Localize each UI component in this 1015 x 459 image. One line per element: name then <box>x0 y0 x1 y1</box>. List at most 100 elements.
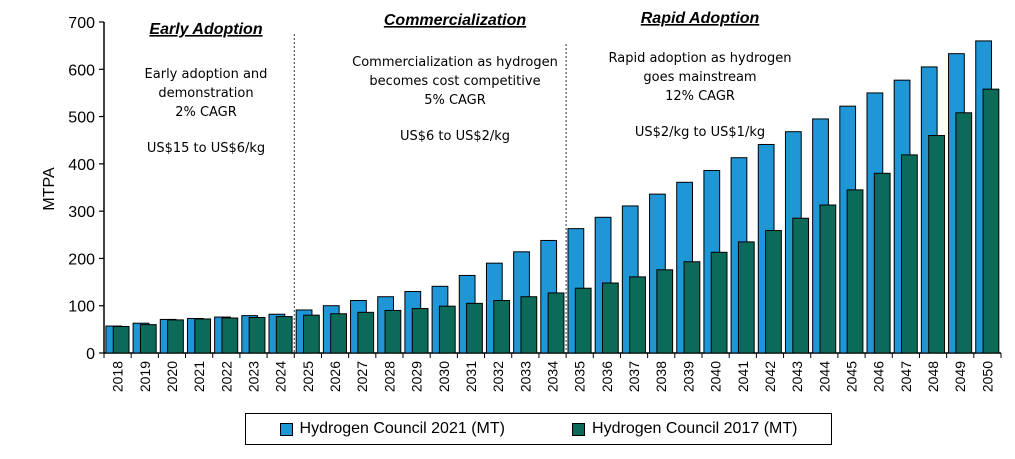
phase-title: Commercialization <box>384 12 526 29</box>
bar-2017-2047 <box>901 154 918 354</box>
x-tick-label: 2021 <box>191 361 207 392</box>
bar-2017-2024 <box>275 316 293 354</box>
legend-item-2017: Hydrogen Council 2017 (MT) <box>572 420 797 438</box>
x-axis: 2018 2019 2020 2021 2022 2023 2024 2025 2026 2027… <box>103 352 1002 392</box>
x-tick-label: 2043 <box>789 361 805 392</box>
bar-2017-2025 <box>303 314 320 354</box>
bar-2017-2043 <box>792 217 810 354</box>
phase-note: 12% CAGR <box>665 89 735 104</box>
y-tick-label: 0 <box>86 346 95 363</box>
legend-swatch-2021 <box>279 422 293 436</box>
x-tick-label: 2030 <box>436 361 452 392</box>
bar-2017-2021 <box>194 318 212 354</box>
bar-2017-2050 <box>982 88 1000 354</box>
x-tick-label: 2038 <box>653 361 669 392</box>
x-tick-label: 2032 <box>490 361 506 392</box>
y-tick-label: 700 <box>68 15 95 32</box>
bar-2017-2034 <box>547 292 565 354</box>
x-tick-label: 2024 <box>273 361 289 392</box>
bar-2017-2027 <box>357 311 375 354</box>
bar-2017-2035 <box>574 287 592 354</box>
bar-2017-2026 <box>330 313 347 354</box>
phase-dividers <box>293 34 567 352</box>
bar-2017-2045 <box>846 189 864 354</box>
x-tick-label: 2020 <box>164 361 180 392</box>
x-tick-label: 2029 <box>409 361 425 392</box>
x-tick-label: 2048 <box>925 361 941 392</box>
phase-title: Rapid Adoption <box>641 10 760 27</box>
bar-2017-2033 <box>520 296 538 354</box>
x-tick-label: 2033 <box>517 361 533 392</box>
phase-note: Early adoption and <box>145 67 268 82</box>
x-tick-label: 2023 <box>246 361 262 392</box>
phase-note: Commercialization as hydrogen <box>352 55 558 70</box>
bar-2017-2030 <box>438 305 456 354</box>
bar-2017-2032 <box>493 300 511 354</box>
phase-note: goes mainstream <box>643 70 756 85</box>
x-tick-label: 2041 <box>735 361 751 392</box>
legend-swatch-2017 <box>572 422 586 436</box>
y-tick-label: 200 <box>68 251 95 268</box>
bar-2017-2040 <box>710 251 728 354</box>
y-tick-label: 600 <box>68 62 95 79</box>
bar-2017-2044 <box>819 204 837 354</box>
bar-2017-2031 <box>466 302 483 354</box>
y-axis-label: MTPA <box>41 167 58 211</box>
x-tick-label: 2050 <box>979 361 995 392</box>
phase-annotations: Early Adoption Early adoption and demonstr… <box>145 10 792 156</box>
bar-2017-2049 <box>955 112 973 354</box>
phase-note: 5% CAGR <box>424 93 486 108</box>
x-tick-label: 2045 <box>844 361 860 392</box>
y-tick-label: 400 <box>68 157 95 174</box>
x-tick-label: 2026 <box>327 361 343 392</box>
y-tick-label: 300 <box>68 204 95 221</box>
bar-2017-2036 <box>602 282 619 354</box>
y-axis: 0 100 200 300 400 500 600 700 <box>68 15 105 363</box>
phase-note: Rapid adoption as hydrogen <box>609 51 792 66</box>
bar-2017-2022 <box>221 317 239 354</box>
x-tick-label: 2040 <box>708 361 724 392</box>
phase-note: US$2/kg to US$1/kg <box>635 125 765 140</box>
legend-item-2021: Hydrogen Council 2021 (MT) <box>279 420 505 438</box>
bar-2017-2018 <box>112 326 130 354</box>
phase-note: US$6 to US$2/kg <box>400 129 510 144</box>
bar-2017-2019 <box>139 324 157 354</box>
legend-label-2021: Hydrogen Council 2021 (MT) <box>299 420 505 437</box>
phase-note: becomes cost competitive <box>369 74 540 89</box>
bar-2017-2039 <box>683 261 701 354</box>
bars <box>105 40 1000 354</box>
x-tick-label: 2025 <box>300 361 316 392</box>
x-tick-label: 2036 <box>599 361 615 392</box>
x-tick-label: 2018 <box>110 361 126 392</box>
phase-title: Early Adoption <box>149 21 262 38</box>
x-tick-label: 2047 <box>898 361 914 392</box>
bar-2017-2046 <box>873 172 891 354</box>
x-tick-label: 2044 <box>816 361 832 392</box>
bar-2017-2029 <box>411 308 429 354</box>
x-tick-label: 2019 <box>137 361 153 392</box>
bar-2017-2023 <box>248 317 266 354</box>
x-tick-label: 2031 <box>463 361 479 392</box>
bar-2017-2028 <box>384 309 402 354</box>
y-tick-label: 100 <box>68 299 95 316</box>
legend: Hydrogen Council 2021 (MT) Hydrogen Coun… <box>245 413 832 445</box>
bar-2017-2042 <box>765 230 782 354</box>
x-tick-label: 2028 <box>381 361 397 392</box>
phase-note: 2% CAGR <box>175 105 237 120</box>
x-tick-label: 2037 <box>626 361 642 392</box>
bar-2017-2048 <box>928 134 945 354</box>
x-tick-label: 2034 <box>545 361 561 392</box>
bar-2017-2041 <box>737 241 755 354</box>
bar-2017-2020 <box>167 319 184 354</box>
x-tick-label: 2035 <box>572 361 588 392</box>
phase-note: demonstration <box>158 86 253 101</box>
bar-2017-2037 <box>629 276 646 354</box>
x-tick-label: 2046 <box>871 361 887 392</box>
x-tick-label: 2049 <box>952 361 968 392</box>
bar-2017-2038 <box>656 269 674 354</box>
legend-label-2017: Hydrogen Council 2017 (MT) <box>592 420 798 437</box>
phase-note: US$15 to US$6/kg <box>147 141 265 156</box>
x-tick-label: 2042 <box>762 361 778 392</box>
x-tick-label: 2022 <box>218 361 234 392</box>
